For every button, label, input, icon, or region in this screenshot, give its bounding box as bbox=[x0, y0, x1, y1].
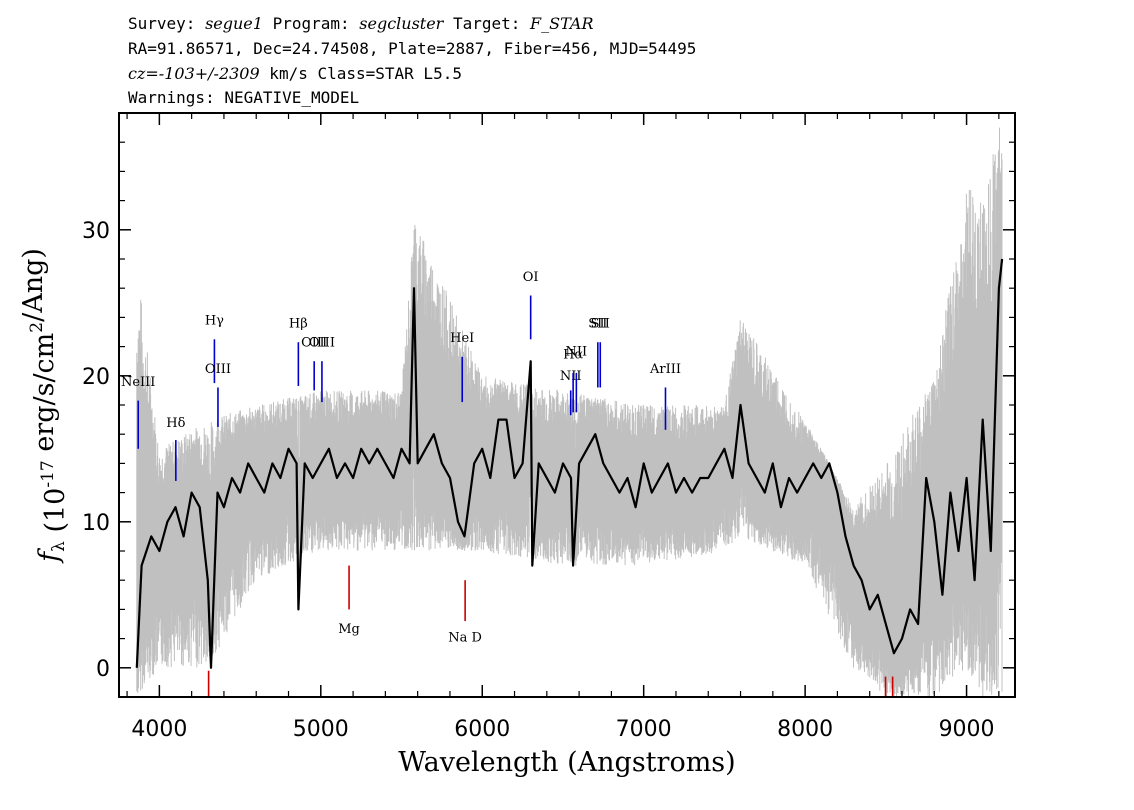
y-axis-title: fλ (10-17 erg/s/cm2/Ang) bbox=[18, 248, 71, 564]
line-label-1: Hδ bbox=[166, 416, 185, 431]
line-label-5: OIII bbox=[301, 336, 327, 351]
x-tick-label-4: 8000 bbox=[777, 717, 833, 742]
line-label-13: SII bbox=[591, 317, 610, 332]
axis-ticks: 4000 5000 6000 7000 8000 9000 0 10 20 30 bbox=[82, 112, 1015, 742]
error-band bbox=[136, 127, 1003, 697]
header-line-3: cz=-103+/-2309 km/s Class=STAR L5.5 bbox=[128, 64, 462, 83]
header-line-4: Warnings: NEGATIVE_MODEL bbox=[128, 88, 359, 107]
line-label-16: Na D bbox=[448, 631, 482, 646]
line-label-9: NII bbox=[560, 369, 582, 384]
header-line-1: Survey: segue1 Program: segcluster Targe… bbox=[128, 14, 594, 33]
line-label-14: ArIII bbox=[649, 362, 681, 377]
line-label-10: Hα bbox=[563, 347, 583, 362]
line-label-4: Hβ bbox=[289, 317, 308, 332]
x-tick-label-2: 6000 bbox=[454, 717, 510, 742]
error-band-layer bbox=[136, 127, 1003, 697]
flux-series-layer bbox=[135, 258, 1004, 669]
line-label-8: OI bbox=[523, 270, 539, 285]
line-label-12: SII bbox=[588, 317, 607, 332]
header-line-2: RA=91.86571, Dec=24.74508, Plate=2887, F… bbox=[128, 39, 696, 58]
x-tick-label-3: 7000 bbox=[616, 717, 672, 742]
line-label-15: Mg bbox=[338, 622, 360, 637]
line-label-0: NeIII bbox=[121, 375, 155, 390]
x-axis-title: Wavelength (Angstroms) bbox=[398, 747, 735, 778]
y-tick-label-1: 10 bbox=[82, 511, 110, 536]
line-label-2: Hγ bbox=[205, 314, 224, 329]
x-tick-label-5: 9000 bbox=[939, 717, 995, 742]
y-tick-label-3: 30 bbox=[82, 219, 110, 244]
y-tick-label-0: 0 bbox=[96, 657, 110, 682]
line-label-6: OIII bbox=[309, 336, 335, 351]
y-tick-label-2: 20 bbox=[82, 365, 110, 390]
x-tick-label-1: 5000 bbox=[293, 717, 349, 742]
line-label-3: OIII bbox=[205, 362, 231, 377]
flux-line bbox=[135, 258, 1004, 669]
x-tick-label-0: 4000 bbox=[131, 717, 187, 742]
line-label-11: NII bbox=[566, 344, 588, 359]
line-label-7: HeI bbox=[450, 331, 474, 346]
